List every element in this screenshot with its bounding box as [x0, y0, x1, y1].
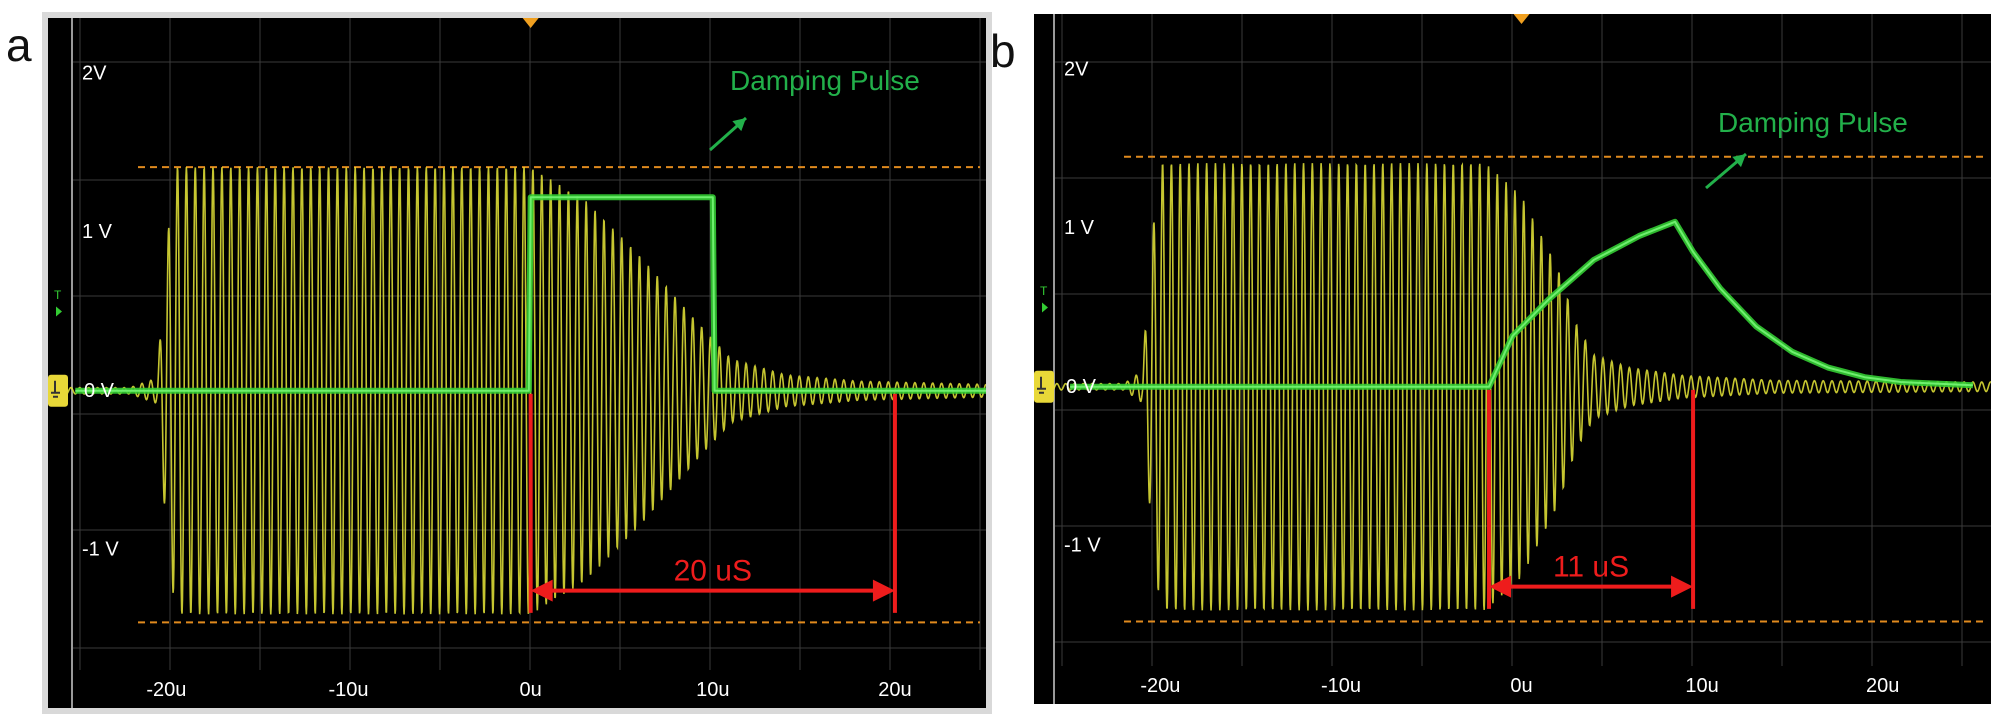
y-tick-label: 0 V: [1066, 376, 1097, 398]
trigger-level-label: T: [54, 288, 62, 302]
trigger-level-label: T: [1040, 284, 1048, 298]
ground-reference-marker: [48, 374, 68, 407]
x-tick-label: -10u: [1321, 675, 1361, 697]
x-tick-label: 0u: [1510, 675, 1532, 697]
span-duration-label: 11 uS: [1553, 551, 1629, 584]
x-tick-label: 10u: [696, 679, 729, 701]
trigger-level-marker: [1042, 302, 1048, 313]
x-tick-label: 20u: [1866, 675, 1899, 697]
y-tick-label: 0 V: [84, 380, 115, 402]
panel-letter-b: b: [990, 25, 1016, 77]
damping-pulse-annotation: Damping Pulse: [730, 65, 920, 96]
green-pulse-trace-core: [75, 196, 986, 392]
y-tick-label: 2V: [82, 63, 107, 85]
y-tick-label: -1 V: [1064, 534, 1101, 556]
oscilloscope-panel-b: 2V 1 V 0 V -1 V T -20u -10u 0u 10u 20u 11 uS Dampin…: [1034, 14, 1991, 704]
x-tick-label: 0u: [520, 679, 542, 701]
x-tick-label: -20u: [146, 679, 186, 701]
y-tick-label: 1 V: [1064, 217, 1095, 239]
annotation-arrow-head: [732, 118, 746, 132]
y-tick-label: 2V: [1064, 59, 1089, 81]
trigger-level-marker: [56, 306, 62, 317]
x-tick-label: -10u: [329, 679, 369, 701]
ground-reference-marker: [1034, 370, 1054, 403]
x-tick-label: 20u: [878, 679, 911, 701]
trigger-position-marker: [1513, 14, 1530, 24]
y-tick-label: -1 V: [82, 538, 119, 560]
span-arrow-head-right: [872, 579, 895, 602]
scope-plot-b: 2V 1 V 0 V -1 V T -20u -10u 0u 10u 20u 11 uS Dampin…: [1034, 14, 1991, 704]
span-arrow-head-left: [1489, 575, 1512, 598]
trigger-position-marker: [522, 18, 539, 28]
span-duration-label: 20 uS: [674, 555, 752, 588]
yellow-oscillation-trace: [48, 165, 986, 616]
x-tick-label: -20u: [1140, 675, 1180, 697]
damping-pulse-annotation: Damping Pulse: [1718, 107, 1908, 138]
scope-plot-a: 2V 1 V 0 V -1 V T -20u -10u 0u 10u 20u 20 uS Dampin…: [48, 18, 986, 708]
y-tick-label: 1 V: [82, 221, 113, 243]
x-tick-label: 10u: [1685, 675, 1718, 697]
oscilloscope-panel-a: 2V 1 V 0 V -1 V T -20u -10u 0u 10u 20u 20 uS Dampin…: [48, 18, 986, 708]
panel-letter-a: a: [6, 19, 32, 71]
annotation-arrow-head: [1732, 154, 1746, 168]
span-arrow-head-right: [1671, 575, 1694, 598]
yellow-oscillation-trace: [1034, 162, 1991, 611]
green-pulse-trace-core: [1070, 220, 1973, 388]
p1-grid: [1053, 14, 1991, 704]
span-arrow-head-left: [530, 579, 553, 602]
